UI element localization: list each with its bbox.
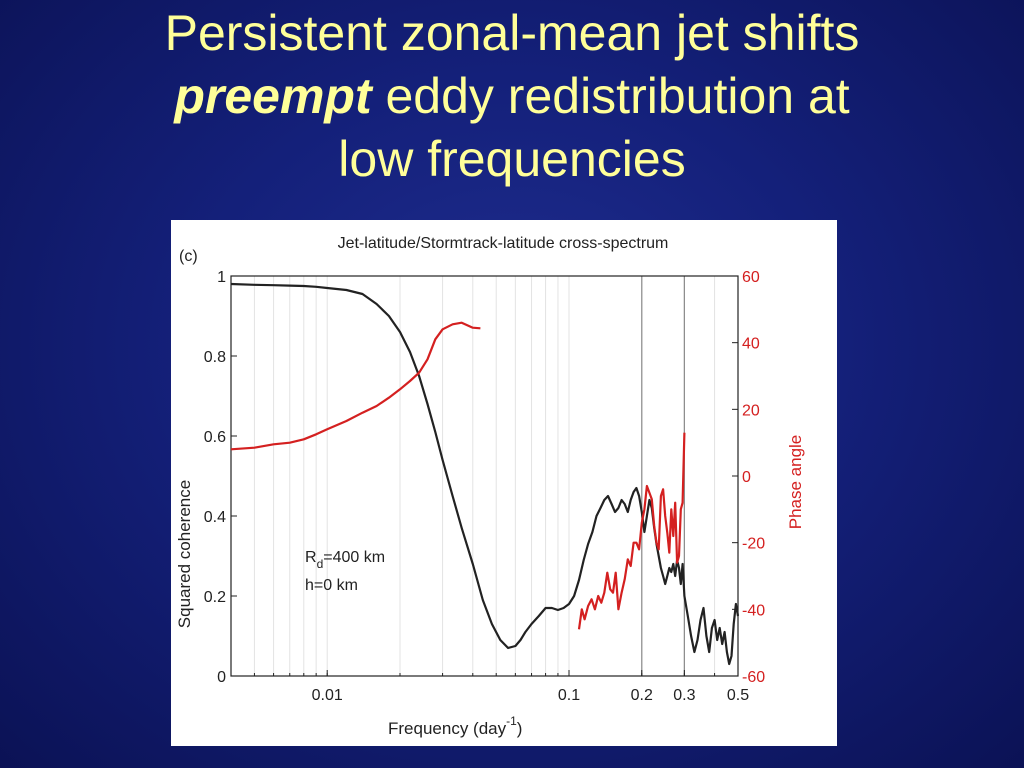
phase-angle-line-1 (230, 321, 481, 451)
y2-axis-label: Phase angle (786, 435, 805, 530)
reference-vlines (641, 276, 685, 676)
y-tick-label: 0 (217, 669, 226, 686)
x-axis-label-sup: -1 (506, 714, 517, 728)
x-tick-label: 0.01 (312, 687, 343, 704)
x-axis-label-main: Frequency (day (388, 719, 507, 738)
y2-tick-label: 0 (742, 469, 751, 486)
annotation-rd: Rd=400 km (305, 549, 385, 571)
y-tick-label: 0.2 (204, 589, 226, 606)
y-tick-label: 0.6 (204, 429, 226, 446)
y-tick-label: 0.8 (204, 349, 226, 366)
title-line-3: low frequencies (338, 131, 686, 187)
annotation-rd-main: R (305, 549, 317, 566)
grid-layer (253, 276, 716, 676)
panel-label: (c) (179, 248, 198, 265)
annotation-h: h=0 km (305, 577, 358, 594)
chart-svg: 0.01 0.1 0.2 0.3 0.5 0 0.2 0.4 0.6 0.8 1 60 40 20 0 -20… (175, 235, 805, 738)
coherence-line (230, 282, 740, 666)
x-axis-label-end: ) (517, 719, 523, 738)
tick-layer: 0.01 0.1 0.2 0.3 0.5 0 0.2 0.4 0.6 0.8 1 60 40 20 0 -20… (204, 269, 765, 704)
annotation-rd-sub: d (317, 557, 324, 571)
y2-tick-label: -20 (742, 536, 765, 553)
chart-title: Jet-latitude/Stormtrack-latitude cross-s… (338, 235, 669, 252)
y-tick-label: 1 (217, 269, 226, 286)
chart-figure: 0.01 0.1 0.2 0.3 0.5 0 0.2 0.4 0.6 0.8 1 60 40 20 0 -20… (171, 220, 837, 746)
y2-tick-label: -40 (742, 602, 765, 619)
y2-tick-label: 60 (742, 269, 760, 286)
x-tick-label: 0.3 (673, 687, 695, 704)
x-axis-label: Frequency (day-1) (388, 714, 522, 738)
series-layer (230, 282, 740, 666)
title-line-1: Persistent zonal-mean jet shifts (164, 5, 860, 61)
slide-title: Persistent zonal-mean jet shifts preempt… (0, 2, 1024, 191)
y-axis-label: Squared coherence (175, 480, 194, 628)
y2-tick-label: 20 (742, 402, 760, 419)
y2-tick-label: 40 (742, 336, 760, 353)
x-tick-label: 0.2 (631, 687, 653, 704)
x-tick-label: 0.1 (558, 687, 580, 704)
annotation-rd-value: =400 km (323, 549, 385, 566)
y-tick-label: 0.4 (204, 509, 226, 526)
phase-angle-line-2 (577, 432, 686, 630)
y2-tick-label: -60 (742, 669, 765, 686)
plot-frame (230, 275, 739, 677)
title-emphasis-word: preempt (174, 68, 372, 124)
title-line-2: eddy redistribution at (371, 68, 850, 124)
x-tick-label: 0.5 (727, 687, 749, 704)
